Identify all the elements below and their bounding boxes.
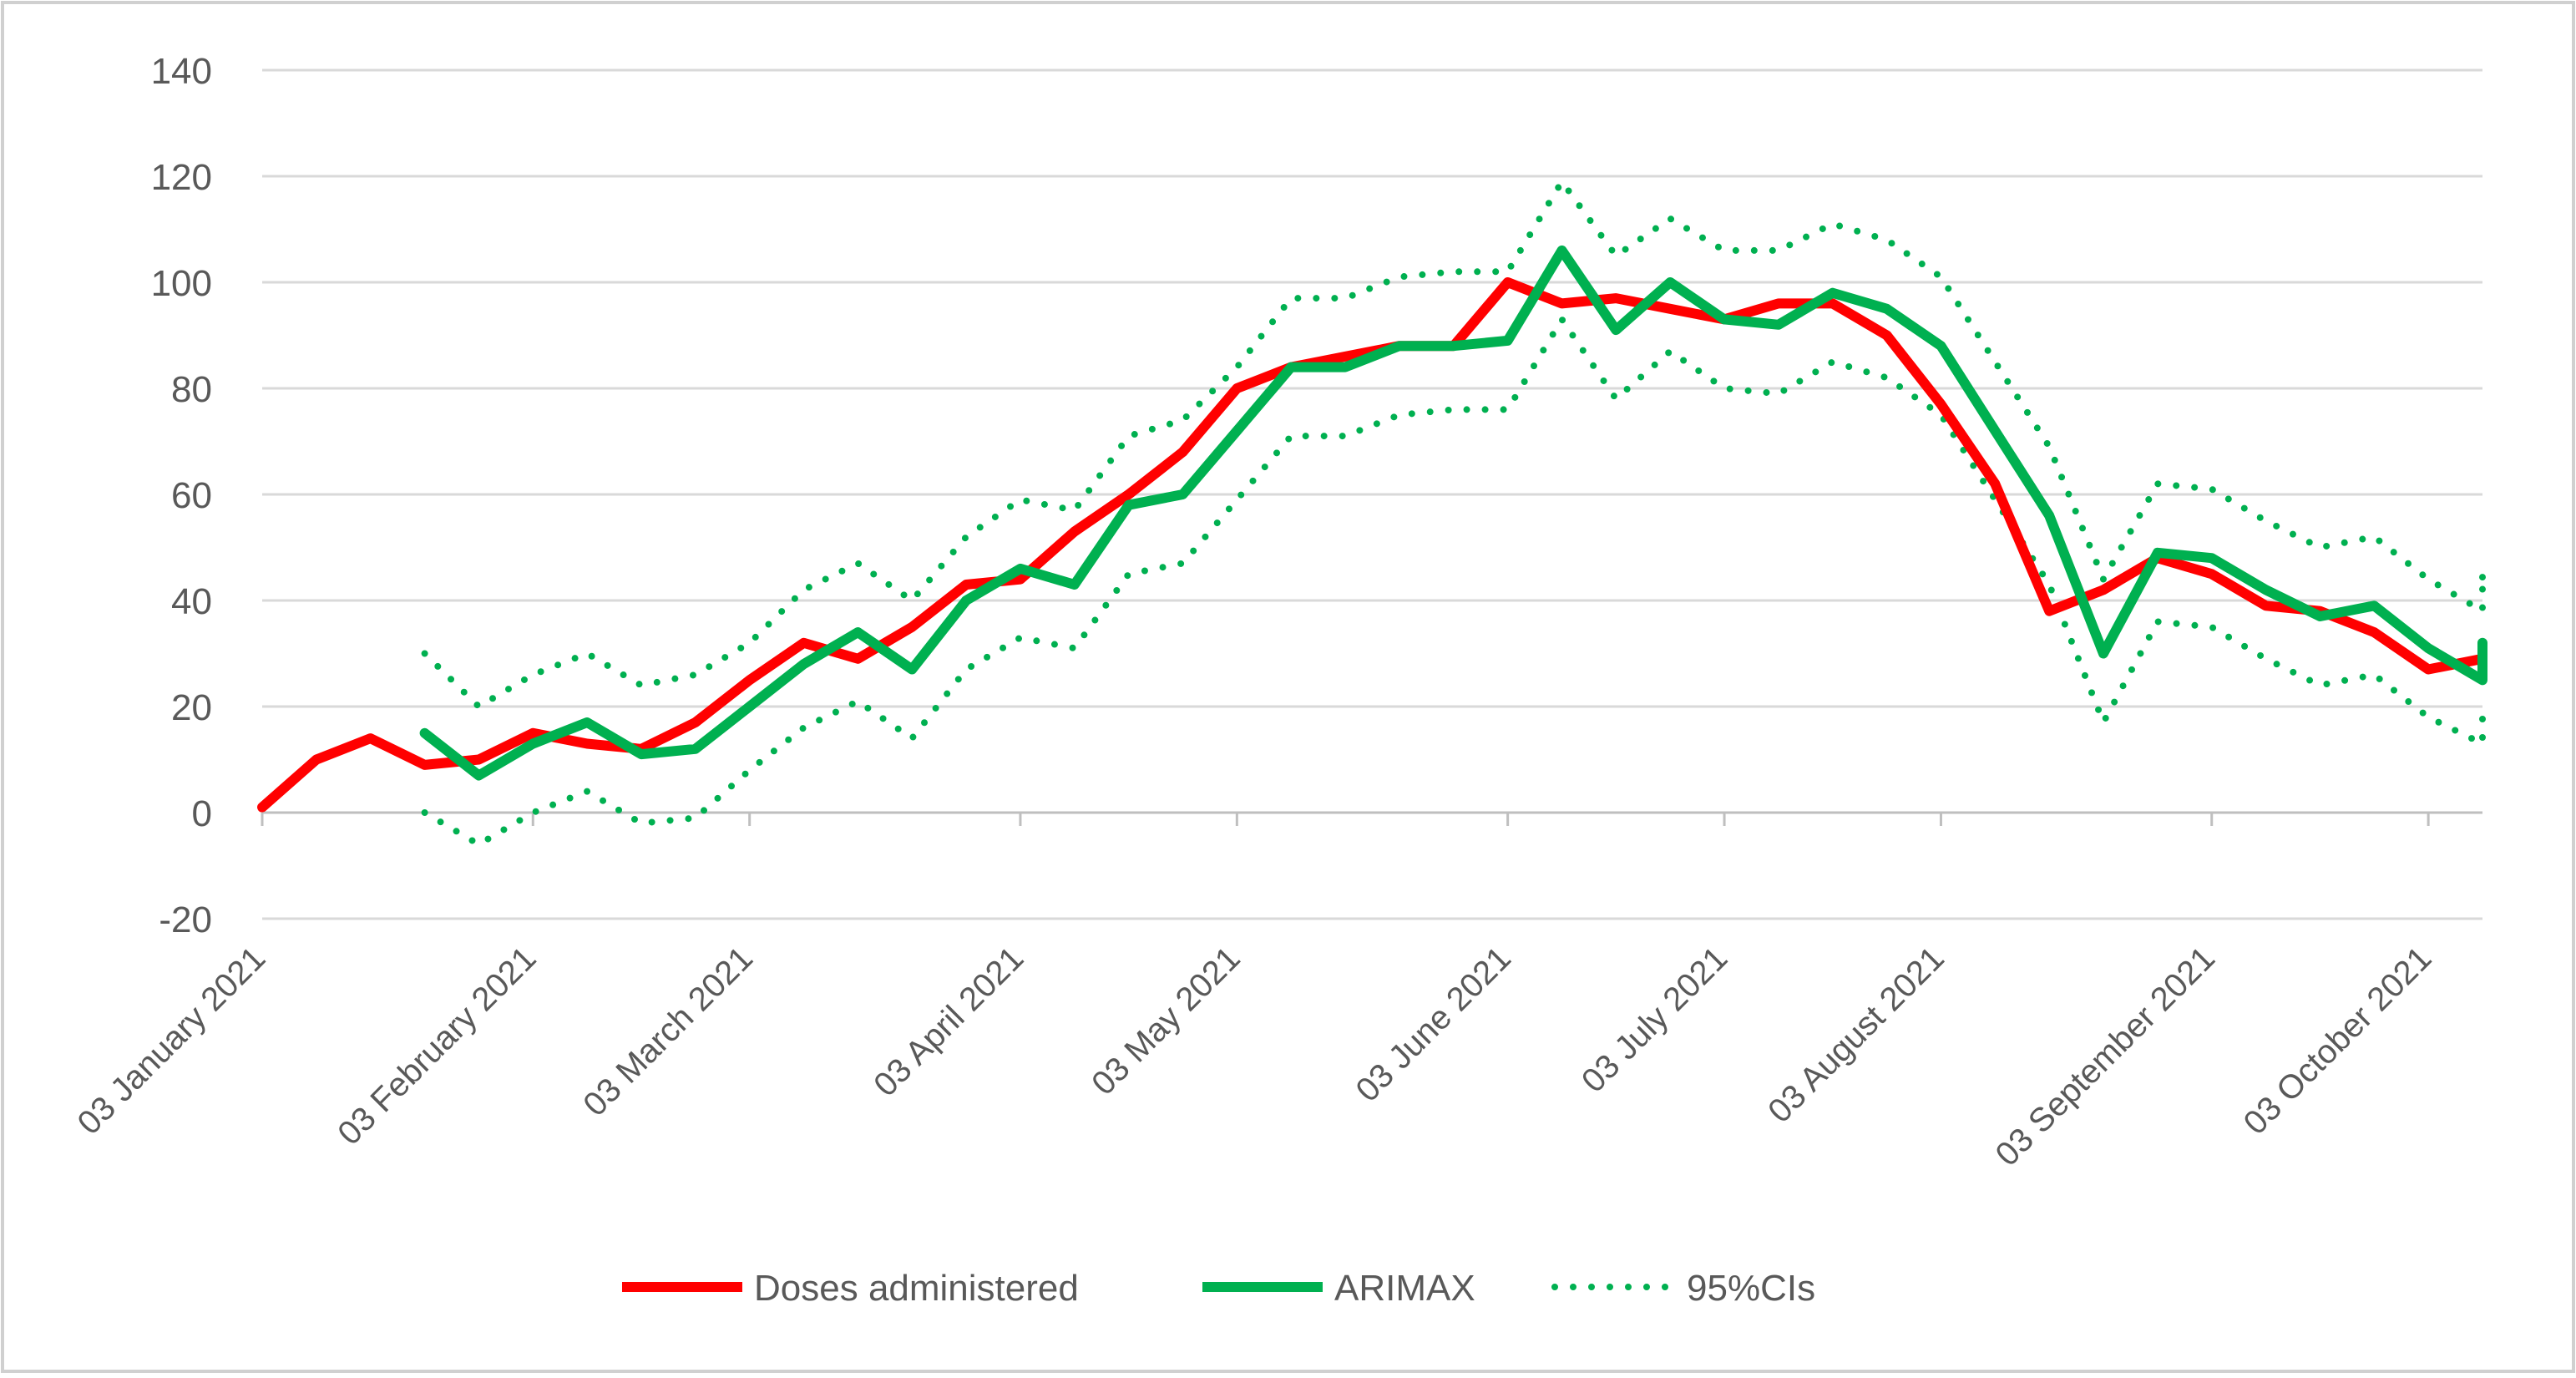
x-axis: [261, 811, 2482, 826]
y-tick-label: 80: [171, 369, 212, 410]
legend-label: ARIMAX: [1334, 1268, 1475, 1309]
y-tick-label: 140: [151, 51, 212, 92]
series-line-arimax: [419, 245, 2487, 781]
series-line-95-cis: [421, 178, 2486, 710]
y-tick-label: -20: [159, 899, 212, 940]
series-line-95-cis: [421, 316, 2486, 849]
y-axis-tick-labels: -20 0 20 40 60 80 100 120 140: [151, 51, 212, 940]
legend-item: 95%CIs: [1551, 1268, 1815, 1309]
gridlines: [262, 68, 2482, 920]
y-tick-label: 120: [151, 157, 212, 198]
legend-label: 95%CIs: [1687, 1268, 1815, 1309]
legend: Doses administered ARIMAX 95%CIs: [622, 1268, 1815, 1309]
legend-item: Doses administered: [622, 1268, 1079, 1309]
legend-item: ARIMAX: [1202, 1268, 1475, 1309]
y-tick-label: 20: [171, 687, 212, 728]
y-tick-label: 0: [192, 793, 212, 834]
series-lines: [257, 178, 2487, 849]
legend-label: Doses administered: [754, 1268, 1079, 1309]
y-tick-label: 40: [171, 581, 212, 622]
y-tick-label: 60: [171, 475, 212, 516]
y-tick-label: 100: [151, 263, 212, 304]
